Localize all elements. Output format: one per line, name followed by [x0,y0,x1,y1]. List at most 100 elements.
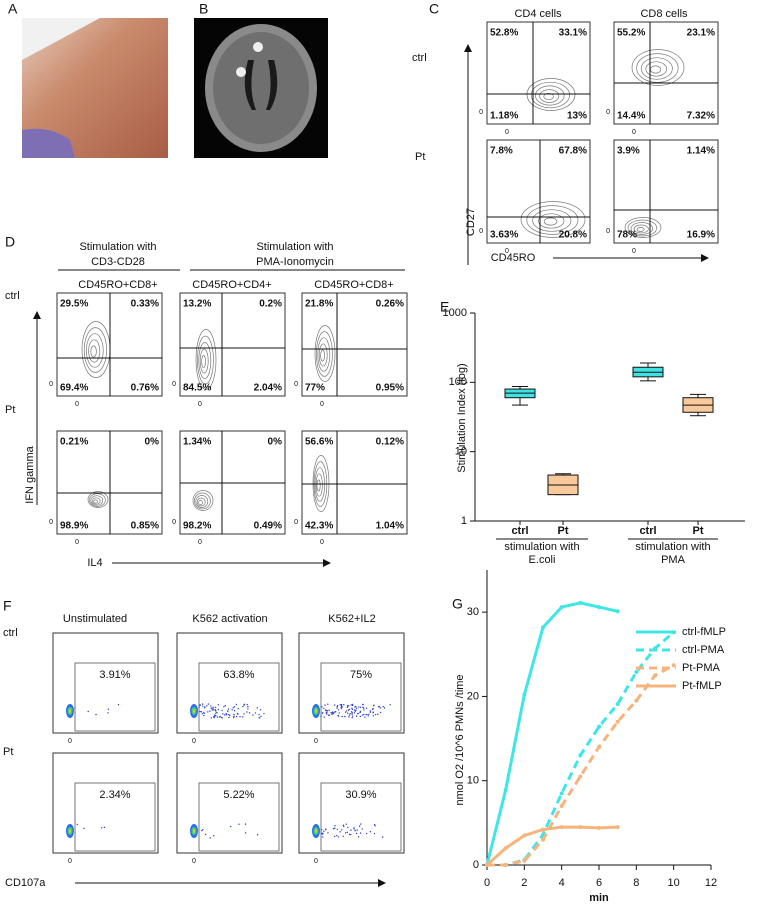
event-cluster [193,709,195,713]
quadrant-percent: 0.12% [376,437,404,448]
column-header: K562+IL2 [328,613,375,625]
x-tick-label: 10 [668,877,680,889]
event-dot [374,825,376,827]
group-label: stimulation with [504,541,579,553]
event-dot [227,710,229,712]
event-dot [362,703,364,706]
y-tick-label: 10 [455,446,467,458]
data-point [503,787,508,792]
event-dot [331,711,334,713]
event-dot [326,709,328,712]
x-axis-label: CD45RO [491,252,536,264]
data-point [578,753,583,758]
event-dot [372,707,374,710]
event-dot [213,716,215,719]
column-header: CD8 cells [640,8,688,20]
event-dot [331,712,333,714]
event-dot [263,712,265,715]
event-dot [353,827,355,829]
contour [633,224,649,234]
axis-zero: 0 [320,401,324,408]
plot-frame [298,752,405,854]
event-dot [239,716,241,718]
event-dot [351,713,353,715]
event-dot [342,824,345,826]
data-point [578,774,583,779]
quadrant-percent: 1.34% [183,437,211,448]
data-point [671,630,676,635]
event-dot [203,711,205,714]
column-header: CD45RO+CD8+ [78,279,157,291]
legend-label: Pt-PMA [682,662,721,674]
event-dot [325,709,327,711]
axis-zero: 0 [68,858,72,865]
contour [636,227,645,232]
y-tick-label: 20 [467,690,479,702]
plot-frame [52,632,159,734]
row-label: ctrl [5,290,20,302]
event-dot [379,707,381,709]
data-point [597,825,601,830]
event-dot [361,828,363,830]
quadrant-percent: 0.49% [254,521,282,532]
axis-zero: 0 [606,228,610,235]
event-dot [355,709,357,711]
axis-zero: 0 [479,109,483,116]
gate [320,782,402,852]
event-dot [371,708,374,711]
axis-zero: 0 [606,109,610,116]
plot-frame [176,632,283,734]
event-dot [348,708,351,711]
quadrant-percent: 98.2% [183,521,211,532]
mri-lesion [253,42,263,52]
event-dot [235,703,238,706]
event-dot [244,832,247,834]
data-point [559,791,564,796]
contour [199,348,209,374]
quadrant-percent: 33.1% [559,28,587,39]
axis-zero: 0 [49,519,53,526]
event-dot [334,825,336,827]
event-dot [341,706,343,708]
event-dot [214,714,216,716]
contour [315,473,323,497]
x-tick-label: 8 [633,877,639,889]
legend-label: ctrl-fMLP [682,626,726,638]
gate-percent: 75% [350,669,372,681]
event-dot [228,713,230,716]
contour [526,205,579,235]
event-dot [340,707,343,710]
event-dot [334,711,336,713]
event-dot [107,712,109,714]
event-dot [244,823,247,825]
data-point [597,605,601,610]
contour [543,217,558,226]
contour [87,491,109,508]
event-cluster [69,709,71,713]
event-dot [344,711,347,713]
axis-zero: 0 [75,539,79,546]
event-dot [336,706,338,708]
event-dot [359,710,362,713]
quadrant-percent: 13.2% [183,299,211,310]
column-header: Unstimulated [63,613,127,625]
event-dot [333,704,336,706]
event-dot [369,831,372,833]
group-label: PMA [661,554,686,566]
event-dot [359,711,361,714]
contour [318,343,328,367]
event-dot [204,707,206,709]
event-dot [337,715,340,717]
event-dot [210,717,212,719]
event-dot [348,716,350,718]
event-dot [216,711,218,714]
data-point [615,719,620,724]
axis-zero: 0 [172,381,176,388]
contour [86,333,104,368]
quadrant-percent: 1.18% [490,111,518,122]
quadrant-percent: 56.6% [305,437,333,448]
event-dot [337,709,340,711]
event-dot [345,823,347,825]
group-header: CD3-CD28 [91,256,145,268]
event-dot [353,712,356,714]
